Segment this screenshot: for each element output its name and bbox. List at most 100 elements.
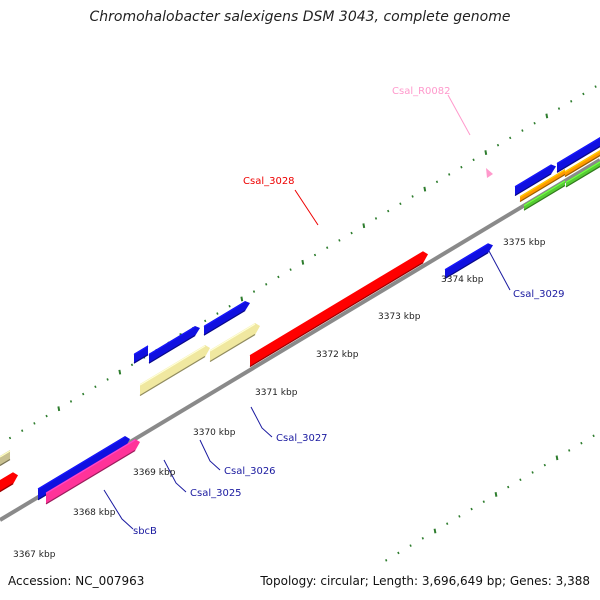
tick-mark <box>507 485 510 489</box>
tick-mark <box>204 319 207 323</box>
kbp-label-3374: 3374 kbp <box>441 275 484 285</box>
callout-csal-3029 <box>488 250 511 291</box>
gene-feature-blue-2 <box>134 345 148 364</box>
gene-label-csal-3028: Csal_3028 <box>243 176 295 187</box>
tick-mark <box>531 471 534 474</box>
gene-feature-blue-7-shadow <box>556 145 600 173</box>
tick-mark <box>519 478 522 482</box>
tick-mark <box>555 455 559 461</box>
tick-mark <box>387 209 390 213</box>
tick-mark <box>94 385 97 389</box>
gene-feature-blue-2-shadow <box>133 354 149 364</box>
tick-mark <box>570 99 573 103</box>
tick-mark <box>385 558 388 562</box>
tick-mark <box>374 217 378 220</box>
gene-feature-blue-6 <box>515 164 556 196</box>
gene-feature-orange-2-shadow <box>564 154 600 178</box>
tick-mark <box>496 143 500 147</box>
kbp-label-3369: 3369 kbp <box>133 468 176 478</box>
tick-mark <box>118 369 122 375</box>
gene-feature-blue-4 <box>204 301 250 336</box>
gene-feature-sbcb-highlight <box>45 439 136 494</box>
gene-feature-blue-7 <box>557 137 600 173</box>
gene-feature-green-2-highlight <box>565 161 600 183</box>
gene-feature-blue-2-highlight <box>133 345 149 356</box>
tick-mark <box>484 150 488 155</box>
accession-text: Accession: NC_007963 <box>8 574 145 588</box>
gene-feature-csal-3028-shadow <box>249 262 424 368</box>
kbp-label-3373: 3373 kbp <box>378 312 421 322</box>
tick-mark <box>409 544 412 547</box>
gene-label-csal-r0082: Csal_R0082 <box>392 86 451 97</box>
gene-feature-partial-red <box>0 472 18 493</box>
tick-mark <box>399 202 402 206</box>
gene-feature-blue-3 <box>149 326 200 364</box>
gene-feature-blue-3-shadow <box>148 334 196 364</box>
gene-feature-csal-3028 <box>250 251 428 367</box>
tick-mark <box>494 491 498 497</box>
tick-mark <box>130 363 134 367</box>
kbp-label-3367: 3367 kbp <box>13 550 56 560</box>
tick-mark <box>252 290 256 293</box>
gene-feature-green-1-highlight <box>523 180 566 207</box>
tick-mark <box>33 422 36 425</box>
gene-feature-blue-4-shadow <box>203 309 246 336</box>
tick-mark <box>397 551 400 555</box>
callout-csal-3028 <box>294 189 319 226</box>
gene-feature-partial-olive <box>0 450 10 466</box>
tick-mark <box>594 85 597 88</box>
gene-feature-blue-6-highlight <box>514 164 552 188</box>
tick-mark <box>582 92 585 96</box>
gene-feature-csal-3029 <box>445 243 493 279</box>
tick-mark <box>482 500 485 504</box>
tick-mark <box>350 231 353 235</box>
gene-feature-yellow-2-shadow <box>209 333 256 363</box>
tick-mark <box>458 515 461 518</box>
gene-feature-orange-1-highlight <box>519 169 566 198</box>
gene-label-csal-3026: Csal_3026 <box>224 466 276 477</box>
gene-feature-blue-7-highlight <box>556 137 600 165</box>
tick-mark <box>69 400 73 403</box>
gene-label-csal-3029: Csal_3029 <box>513 289 565 300</box>
tick-mark <box>301 259 305 265</box>
gene-label-csal-3025: Csal_3025 <box>190 488 242 499</box>
gene-features <box>0 137 600 505</box>
tick-mark <box>521 129 524 132</box>
gene-feature-partial-red-shadow <box>0 483 14 493</box>
gene-feature-blue-1-highlight <box>37 436 126 490</box>
gene-feature-partial-olive-shadow <box>0 458 11 467</box>
tick-mark <box>289 268 292 271</box>
callout-csal-r0082 <box>447 94 471 136</box>
gene-feature-blue-3-highlight <box>148 326 196 356</box>
gene-feature-csal-3028-highlight <box>249 251 424 357</box>
gene-feature-blue-6-shadow <box>514 173 552 197</box>
kbp-label-3372: 3372 kbp <box>316 350 359 360</box>
tick-mark <box>533 121 536 125</box>
map-title: Chromohalobacter salexigens DSM 3043, co… <box>89 9 511 25</box>
tick-mark <box>592 434 595 438</box>
gene-label-csal-3027: Csal_3027 <box>276 433 328 444</box>
gene-feature-sbcb-shadow <box>45 449 136 505</box>
tick-mark <box>338 239 341 242</box>
tick-mark <box>411 195 414 198</box>
gene-feature-green-1-shadow <box>523 184 566 211</box>
kbp-label-3371: 3371 kbp <box>255 388 298 398</box>
tick-mark <box>362 223 366 229</box>
tick-mark <box>57 406 61 412</box>
gene-feature-yellow-1-highlight <box>139 345 206 386</box>
gene-feature-sbcb <box>46 439 140 505</box>
tick-mark <box>228 304 231 308</box>
callout-csal-3025 <box>163 459 187 493</box>
gene-feature-yellow-2 <box>210 323 260 362</box>
callout-lines <box>103 94 511 530</box>
gene-feature-orange-1-shadow <box>519 173 566 203</box>
tick-mark <box>106 378 109 381</box>
tick-mark <box>240 296 244 302</box>
gene-feature-green-2-shadow <box>565 165 600 188</box>
gene-feature-csal-3029-highlight <box>444 243 489 271</box>
tick-mark <box>509 136 512 140</box>
tick-mark <box>216 312 219 315</box>
tick-mark <box>472 158 475 162</box>
kbp-label-3375: 3375 kbp <box>503 238 546 248</box>
